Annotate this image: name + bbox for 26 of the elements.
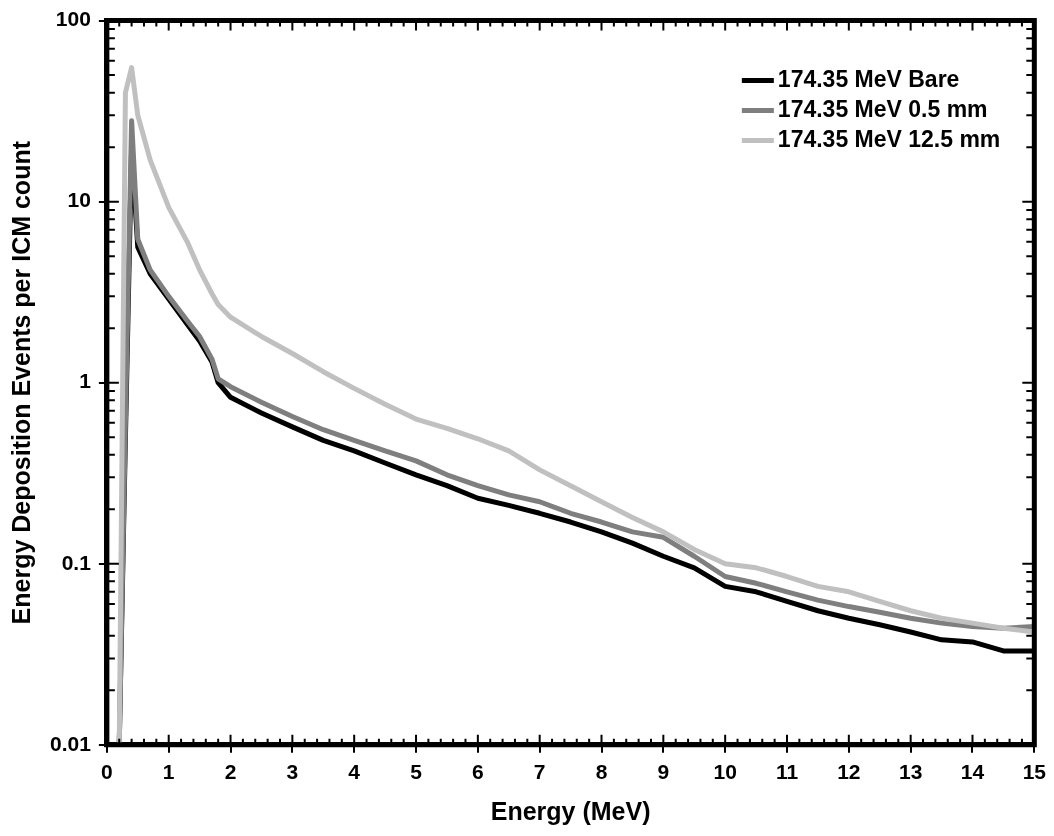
legend-label: 174.35 MeV 0.5 mm: [777, 95, 988, 122]
x-tick-label: 7: [533, 760, 546, 784]
x-tick-label: 10: [713, 760, 737, 784]
x-tick-label: 4: [348, 760, 361, 784]
x-tick-label: 11: [775, 760, 799, 784]
y-axis-title: Energy Deposition Events per ICM count: [6, 140, 35, 625]
x-tick-label: 6: [472, 760, 484, 784]
x-tick-label: 8: [595, 760, 608, 784]
y-tick-label: 0.01: [50, 731, 92, 755]
x-tick-label: 2: [224, 760, 237, 784]
x-tick-label: 0: [101, 760, 113, 784]
x-tick-label: 5: [410, 760, 423, 784]
y-tick-label: 1: [79, 369, 92, 393]
legend-label: 174.35 MeV Bare: [777, 65, 960, 92]
x-tick-label: 13: [898, 760, 923, 784]
x-tick-label: 9: [657, 760, 670, 784]
legend-label: 174.35 MeV 12.5 mm: [777, 125, 1001, 152]
x-tick-label: 3: [286, 760, 299, 784]
x-tick-label: 14: [960, 760, 985, 784]
x-axis-title: Energy (MeV): [490, 796, 651, 825]
x-tick-label: 1: [162, 760, 175, 784]
x-tick-label: 12: [837, 760, 861, 784]
x-tick-label: 15: [1022, 760, 1047, 784]
y-tick-label: 10: [67, 188, 91, 212]
y-tick-label: 0.1: [61, 550, 92, 574]
y-tick-label: 100: [55, 7, 91, 31]
